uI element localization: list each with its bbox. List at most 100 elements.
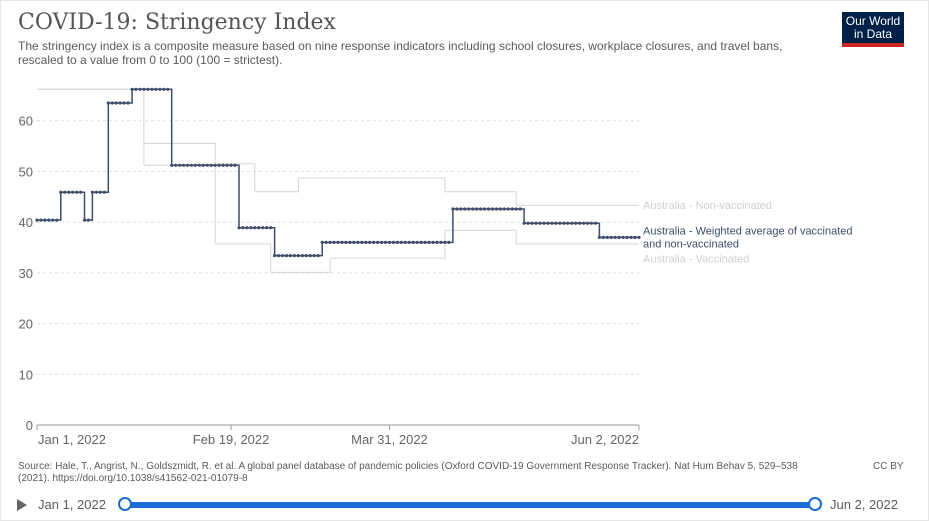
data-point [130, 87, 134, 91]
data-point [277, 254, 281, 258]
play-icon[interactable] [17, 499, 27, 511]
data-point [39, 218, 43, 222]
data-point [387, 240, 392, 244]
data-point [217, 163, 221, 167]
owid-logo[interactable]: Our World in Data [842, 12, 904, 47]
data-point [63, 190, 67, 194]
data-point [59, 190, 63, 194]
data-point [459, 207, 463, 211]
data-point [490, 207, 495, 211]
timeline-end-handle[interactable] [808, 497, 822, 511]
logo-line-2: in Data [853, 27, 893, 41]
data-point [134, 87, 138, 91]
stringency-line-chart[interactable]: 0 10 20 30 40 50 60 Jan 1, 2022 Feb 19, 2022 Mar … [0, 0, 929, 470]
data-point [407, 240, 411, 244]
data-point [447, 240, 451, 244]
series-label: and non-vaccinated [643, 238, 739, 250]
timeline-start-handle[interactable] [118, 497, 132, 511]
timeline-controls: Jan 1, 2022 Jun 2, 2022 [0, 490, 929, 520]
data-point [257, 226, 261, 230]
data-point [114, 101, 118, 105]
data-point [597, 235, 602, 239]
data-point [312, 254, 316, 258]
data-point [482, 207, 487, 211]
data-point [79, 190, 83, 194]
data-point [550, 221, 554, 225]
data-point [589, 221, 594, 225]
data-point [344, 240, 348, 244]
data-point [356, 240, 360, 244]
data-point [86, 218, 91, 222]
grid-layer [37, 120, 639, 375]
data-point [205, 163, 209, 167]
data-point [372, 240, 376, 244]
data-point [463, 207, 467, 211]
y-tick-label: 10 [19, 367, 33, 382]
data-point [514, 207, 518, 211]
data-point [174, 163, 178, 167]
data-point [546, 221, 550, 225]
timeline-track[interactable] [125, 502, 815, 508]
data-point [538, 221, 542, 225]
data-point [237, 226, 241, 230]
data-point [625, 235, 629, 239]
license-link[interactable]: CC BY [873, 461, 904, 472]
logo-line-1: Our World [845, 14, 901, 28]
data-point [411, 240, 415, 244]
data-point [486, 207, 491, 211]
data-point [526, 221, 530, 225]
data-point [419, 240, 423, 244]
data-point [585, 221, 590, 225]
data-point [475, 207, 479, 211]
chart-subtitle: The stringency index is a composite meas… [18, 39, 783, 67]
data-point [328, 240, 332, 244]
data-point [502, 207, 506, 211]
data-point [229, 163, 233, 167]
data-point [304, 254, 308, 258]
x-tick-label: Feb 19, 2022 [193, 432, 270, 447]
data-point [150, 87, 154, 91]
data-point [376, 240, 380, 244]
data-point [558, 221, 562, 225]
axis-layer: 0 10 20 30 40 50 60 Jan 1, 2022 Feb 19, 2022 Mar … [19, 114, 640, 447]
data-point [617, 235, 621, 239]
y-tick-label: 30 [19, 266, 33, 281]
data-point [193, 163, 197, 167]
series-line [37, 88, 639, 257]
data-point [253, 226, 257, 230]
data-point [399, 240, 403, 244]
data-point [403, 240, 407, 244]
data-point [146, 87, 150, 91]
data-point [605, 235, 609, 239]
data-point [435, 240, 439, 244]
data-point [534, 221, 538, 225]
data-point [423, 240, 427, 244]
data-point [395, 240, 399, 244]
y-tick-label: 60 [19, 114, 33, 129]
data-point [118, 101, 122, 105]
data-point [126, 101, 130, 105]
data-point [506, 207, 510, 211]
data-point [138, 87, 142, 91]
data-point [455, 207, 459, 211]
data-point [348, 240, 352, 244]
data-point [106, 101, 110, 105]
data-point [324, 240, 328, 244]
data-point [522, 221, 526, 225]
data-point [51, 218, 55, 222]
data-point [209, 163, 213, 167]
data-point [43, 218, 47, 222]
data-point [55, 218, 59, 222]
data-point [498, 207, 502, 211]
data-point [340, 240, 344, 244]
data-point [518, 207, 522, 211]
data-point [273, 254, 277, 258]
data-point [288, 254, 293, 258]
data-point [383, 240, 388, 244]
data-point [391, 240, 395, 244]
data-point [281, 254, 285, 258]
data-point [609, 235, 613, 239]
data-point [554, 221, 558, 225]
data-point [352, 240, 356, 244]
data-point [170, 163, 174, 167]
